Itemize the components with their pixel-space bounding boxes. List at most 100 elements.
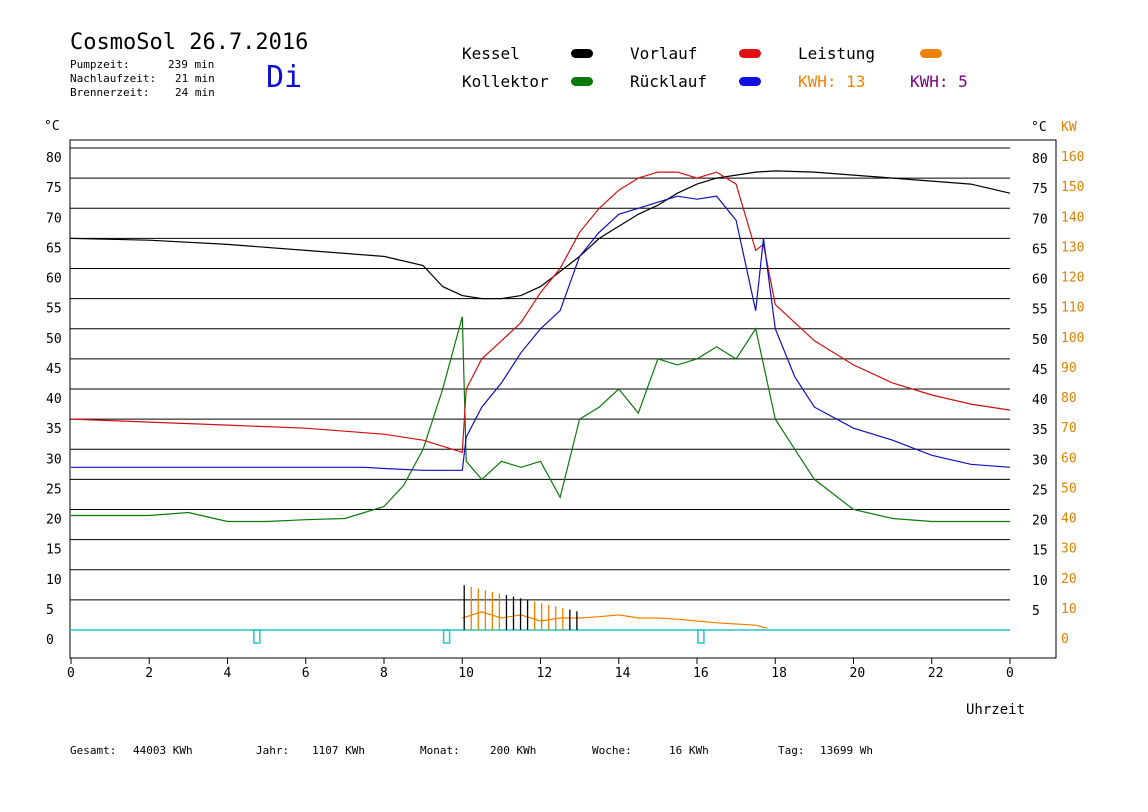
y2-tick-label: 10 <box>1061 602 1077 617</box>
legend-kollektor-label: Kollektor <box>462 72 549 91</box>
y2-tick-label: 140 <box>1061 210 1084 225</box>
y-tick-label-left: 15 <box>46 543 62 558</box>
weekday-label: Di <box>266 60 303 95</box>
follow-time-label: Nachlaufzeit: <box>70 72 157 85</box>
week-label: Woche: <box>592 744 632 757</box>
x-tick-label: 8 <box>380 666 388 681</box>
x-tick-label: 6 <box>302 666 310 681</box>
y-tick-label-right: 40 <box>1032 393 1048 408</box>
y-axis-unit-left: °C <box>44 119 60 134</box>
x-tick-label: 2 <box>145 666 153 681</box>
legend-vorlauf-swatch <box>739 49 761 58</box>
series-line-leistung <box>462 611 768 629</box>
y2-axis-unit: KW <box>1061 120 1077 135</box>
y2-tick-label: 50 <box>1061 481 1077 496</box>
y2-tick-label: 60 <box>1061 451 1077 466</box>
y-tick-label-right: 35 <box>1032 423 1048 438</box>
total-label: Gesamt: <box>70 744 117 757</box>
y-tick-label-right: 5 <box>1032 604 1040 619</box>
y-axis-unit-right: °C <box>1031 120 1047 135</box>
y-tick-label-right: 25 <box>1032 483 1048 498</box>
y-tick-label-left: 30 <box>46 452 62 467</box>
x-axis-label: Uhrzeit <box>966 702 1025 718</box>
y2-tick-label: 120 <box>1061 271 1084 286</box>
pump-time-label: Pumpzeit: <box>70 58 130 71</box>
legend-leistung-swatch <box>920 49 942 58</box>
y2-tick-label: 30 <box>1061 542 1077 557</box>
x-tick-label: 12 <box>537 666 553 681</box>
y-tick-label-left: 70 <box>46 211 62 226</box>
series-line-rcklauf <box>71 195 1011 471</box>
y-tick-label-left: 55 <box>46 302 62 317</box>
legend-vorlauf-label: Vorlauf <box>630 44 698 63</box>
y-tick-label-right: 45 <box>1032 363 1048 378</box>
x-tick-label: 14 <box>615 666 631 681</box>
y-tick-label-right: 10 <box>1032 574 1048 589</box>
series-line-kessel <box>70 170 1011 300</box>
year-value: 1107 KWh <box>312 744 365 757</box>
x-tick-label: 18 <box>771 666 787 681</box>
month-value: 200 KWh <box>490 744 537 757</box>
day-value: 13699 Wh <box>820 744 873 757</box>
legend-kessel-label: Kessel <box>462 44 520 63</box>
y-tick-label-left: 20 <box>46 513 62 528</box>
week-value: 16 KWh <box>669 744 709 757</box>
y-tick-label-left: 40 <box>46 392 62 407</box>
y-tick-label-left: 25 <box>46 482 62 497</box>
legend-kollektor-swatch <box>571 77 593 86</box>
y-tick-label-left: 45 <box>46 362 62 377</box>
y2-tick-label: 40 <box>1061 512 1077 527</box>
y-tick-label-left: 0 <box>46 633 54 648</box>
y-tick-label-right: 15 <box>1032 544 1048 559</box>
pump-marker <box>253 629 261 644</box>
y-tick-label-left: 75 <box>46 181 62 196</box>
legend-ruecklauf-swatch <box>739 77 761 86</box>
y2-tick-label: 90 <box>1061 361 1077 376</box>
x-tick-label: 4 <box>224 666 232 681</box>
x-tick-label: 10 <box>458 666 474 681</box>
y2-tick-label: 100 <box>1061 331 1084 346</box>
legend-kwh-purple: KWH: 5 <box>910 72 968 91</box>
x-tick-label: 16 <box>693 666 709 681</box>
x-tick-label: 20 <box>850 666 866 681</box>
y-tick-label-left: 5 <box>46 603 54 618</box>
follow-time-value: 21 min <box>175 72 215 85</box>
series-line-vorlauf <box>70 171 1011 454</box>
y2-tick-label: 20 <box>1061 572 1077 587</box>
y-tick-label-right: 65 <box>1032 242 1048 257</box>
day-label: Tag: <box>778 744 805 757</box>
legend-ruecklauf-label: Rücklauf <box>630 72 708 91</box>
month-label: Monat: <box>420 744 460 757</box>
y2-tick-label: 160 <box>1061 150 1084 165</box>
y2-tick-label: 80 <box>1061 391 1077 406</box>
pump-marker <box>442 629 451 644</box>
y-tick-label-left: 80 <box>46 151 62 166</box>
y-tick-label-right: 55 <box>1032 303 1048 318</box>
y-tick-label-left: 50 <box>46 332 62 347</box>
legend-leistung-label: Leistung <box>798 44 876 63</box>
total-value: 44003 KWh <box>133 744 193 757</box>
x-tick-label: 22 <box>928 666 944 681</box>
y-tick-label-right: 75 <box>1032 182 1048 197</box>
burner-time-label: Brennerzeit: <box>70 86 150 99</box>
y2-tick-label: 70 <box>1061 421 1077 436</box>
burner-time-value: 24 min <box>175 86 215 99</box>
y-tick-label-right: 80 <box>1032 152 1048 167</box>
y-tick-label-left: 35 <box>46 422 62 437</box>
y-tick-label-left: 60 <box>46 272 62 287</box>
legend-kessel-swatch <box>571 49 593 58</box>
year-label: Jahr: <box>256 744 290 757</box>
x-tick-label: 0 <box>67 666 75 681</box>
y-tick-label-left: 65 <box>46 241 62 256</box>
y-tick-label-right: 70 <box>1032 212 1048 227</box>
y-tick-label-right: 20 <box>1032 514 1048 529</box>
y-tick-label-right: 30 <box>1032 453 1048 468</box>
y2-tick-label: 110 <box>1061 301 1084 316</box>
plot-frame <box>69 139 1057 659</box>
legend-kwh-orange: KWH: 13 <box>798 72 866 91</box>
y-tick-label-right: 60 <box>1032 273 1048 288</box>
series-line-kollektor <box>71 316 1010 523</box>
y-tick-label-right: 50 <box>1032 333 1048 348</box>
pump-marker <box>697 629 705 644</box>
